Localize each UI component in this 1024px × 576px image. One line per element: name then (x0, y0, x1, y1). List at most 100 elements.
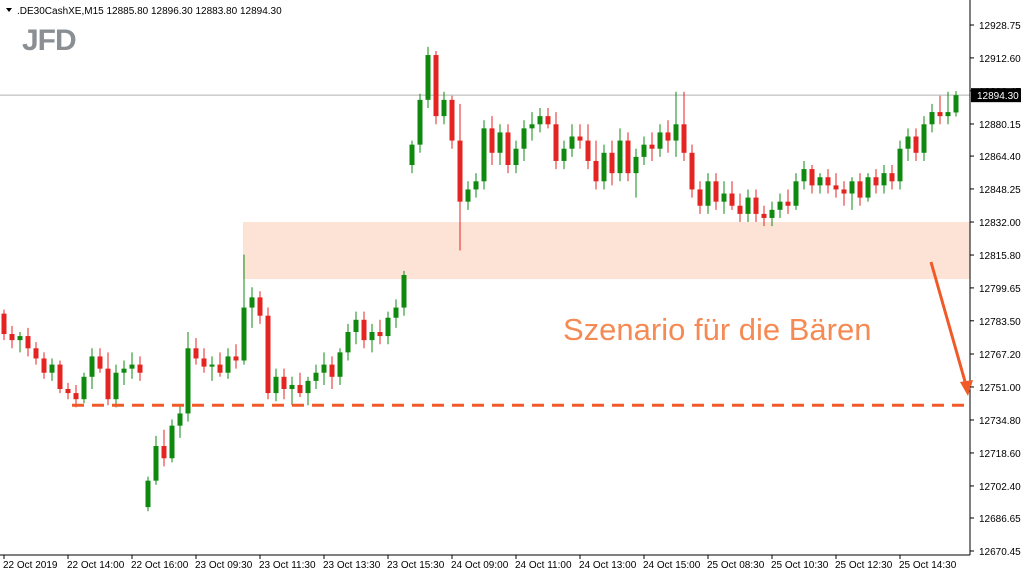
candle-body (873, 177, 879, 186)
candle-body (209, 364, 215, 367)
candle-body (497, 132, 503, 153)
candle-body (441, 99, 447, 117)
candle-body (561, 148, 567, 161)
candle-body (345, 331, 351, 353)
candle-body (849, 181, 855, 194)
candle-body (369, 331, 375, 341)
candle-body (745, 197, 751, 214)
candle-body (145, 480, 151, 508)
y-tick-label: 12864.40 (979, 152, 1021, 163)
candle-body (529, 124, 535, 129)
x-tick-label: 22 Oct 14:00 (67, 560, 125, 571)
y-tick-label: 12848.25 (979, 185, 1021, 196)
candle-body (17, 336, 23, 341)
x-tick-label: 24 Oct 11:00 (515, 560, 572, 571)
candle-body (257, 297, 263, 316)
candle-body (113, 372, 119, 400)
candle-body (633, 156, 639, 174)
candle-body (673, 124, 679, 141)
candle-body (705, 181, 711, 206)
candle-body (585, 140, 591, 161)
candle-body (241, 307, 247, 361)
candle-body (121, 368, 127, 373)
candle-body (177, 413, 183, 426)
x-tick-label: 24 Oct 09:00 (451, 560, 509, 571)
y-tick-label: 12783.50 (979, 317, 1021, 328)
candle-body (161, 446, 167, 459)
candle-body (449, 99, 455, 141)
candle-body (457, 140, 463, 202)
candle-body (729, 193, 735, 206)
x-tick-label: 25 Oct 14:30 (899, 560, 957, 571)
price-label-box (971, 88, 1021, 103)
candle-body (737, 205, 743, 214)
candle-body (521, 128, 527, 149)
y-tick-label: 12880.15 (979, 120, 1021, 131)
candle-body (225, 356, 231, 373)
candle-body (785, 201, 791, 206)
x-tick-label: 22 Oct 2019 (3, 560, 58, 571)
candle-body (313, 372, 319, 381)
candle-body (137, 364, 143, 373)
candle-body (433, 55, 439, 117)
candle-body (305, 380, 311, 394)
x-tick-label: 23 Oct 13:30 (323, 560, 381, 571)
candle-body (569, 136, 575, 149)
x-tick-label: 23 Oct 09:30 (195, 560, 253, 571)
candle-body (41, 358, 47, 373)
candle-body (793, 181, 799, 206)
y-tick-label: 12799.65 (979, 284, 1021, 295)
candle-body (393, 307, 399, 318)
candle-body (945, 112, 951, 117)
candle-body (33, 348, 39, 359)
candle-body (649, 144, 655, 149)
candle-body (297, 384, 303, 394)
candle-body (689, 152, 695, 190)
candle-body (337, 352, 343, 377)
candle-body (81, 376, 87, 400)
candle-body (481, 128, 487, 182)
candle-body (825, 177, 831, 186)
candle-body (721, 193, 727, 202)
candle-body (513, 148, 519, 166)
candle-body (841, 189, 847, 194)
y-tick-label: 12718.60 (979, 449, 1021, 460)
candle-body (577, 136, 583, 141)
candle-body (185, 348, 191, 414)
candle-body (713, 181, 719, 202)
candle-body (105, 368, 111, 400)
x-tick-label: 25 Oct 10:30 (771, 560, 829, 571)
x-tick-label: 25 Oct 12:30 (835, 560, 893, 571)
candle-body (465, 189, 471, 202)
candle-body (761, 213, 767, 218)
plot (0, 46, 970, 512)
candle-body (217, 364, 223, 373)
logo: JFD (22, 24, 76, 57)
candle-body (865, 177, 871, 198)
y-tick-label: 12702.40 (979, 482, 1021, 493)
candle-body (617, 140, 623, 174)
candle-body (73, 393, 79, 400)
y-tick-label: 12928.75 (979, 21, 1021, 32)
candle-body (129, 364, 135, 369)
y-tick-label: 12767.20 (979, 350, 1021, 361)
candle-body (809, 169, 815, 186)
candle-body (233, 356, 239, 361)
candle-body (657, 132, 663, 149)
candle-body (409, 144, 415, 166)
arrow-head (960, 380, 973, 396)
candle-body (953, 95, 959, 113)
candle-body (889, 173, 895, 182)
candle-body (937, 112, 943, 117)
candle-body (329, 364, 335, 377)
candle-body (881, 173, 887, 186)
y-tick-label: 12815.80 (979, 251, 1021, 262)
menu-arrow[interactable] (6, 8, 12, 12)
candle-body (25, 336, 31, 349)
candle-body (193, 348, 199, 359)
candle-body (833, 185, 839, 190)
candle-body (897, 148, 903, 182)
candle-body (665, 132, 671, 141)
candle-body (361, 319, 367, 341)
